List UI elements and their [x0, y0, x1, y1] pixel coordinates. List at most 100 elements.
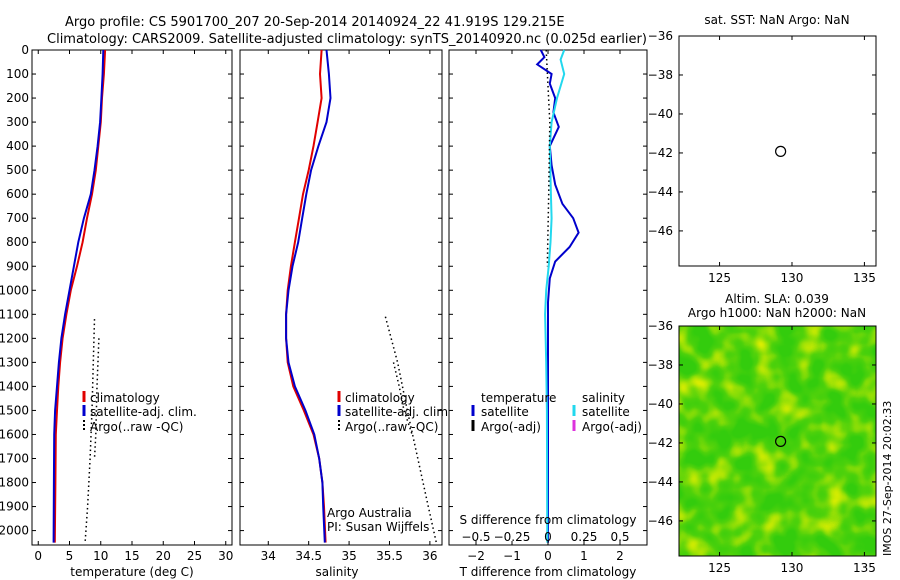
y-tick-label: 1300 [0, 355, 29, 369]
legend-label-t-argo: Argo(-adj) [481, 420, 541, 434]
map-y-tick-label: −42 [648, 436, 673, 450]
map-x-tick-label: 130 [781, 561, 804, 575]
legend-label-climatology: climatology [90, 391, 160, 405]
x-tick-label: 35 [341, 549, 356, 563]
y-tick-label: 200 [6, 91, 29, 105]
y-tick-label: 1100 [0, 307, 29, 321]
map-x-tick-label: 125 [708, 561, 731, 575]
difference-xlabel: T difference from climatology [459, 565, 637, 579]
y-tick-label: 600 [6, 187, 29, 201]
y-tick-label: 1200 [0, 331, 29, 345]
y-tick-label: 1000 [0, 283, 29, 297]
x-tick-label: 2 [616, 549, 624, 563]
float-location-marker [775, 145, 787, 157]
map-x-tick-label: 135 [853, 561, 876, 575]
x-tick-label: 15 [124, 549, 139, 563]
map-y-tick-label: −36 [648, 319, 673, 333]
sst-map-title: sat. SST: NaN Argo: NaN [704, 13, 849, 27]
legend-label-climatology: climatology [345, 391, 415, 405]
x-tick-label: 10 [93, 549, 108, 563]
series-line-1 [52, 49, 105, 543]
series-line-3 [392, 362, 413, 435]
x-tick-label: −2 [467, 549, 485, 563]
y-tick-label: 500 [6, 163, 29, 177]
legend-label-s-satellite: satellite [582, 405, 630, 419]
sla-map-title-line1: Altim. SLA: 0.039 [725, 292, 829, 306]
x-tick-label: 5 [66, 549, 74, 563]
temperature-legend: climatology satellite-adj. clim. Argo(..… [82, 391, 197, 434]
x-tick-label: 0 [544, 549, 552, 563]
salinity-legend: climatology satellite-adj. clim. Argo(..… [337, 391, 452, 434]
y-tick-label: 400 [6, 139, 29, 153]
y-tick-label: 1400 [0, 379, 29, 393]
series-line-0 [535, 49, 580, 543]
float-location-marker [775, 435, 787, 447]
map-y-tick-label: −46 [648, 224, 673, 238]
map-x-tick-label: 125 [708, 271, 731, 285]
difference-legend: temperature satellite Argo(-adj) salinit… [471, 391, 642, 434]
y-tick-label: 800 [6, 235, 29, 249]
y-tick-label: 1900 [0, 500, 29, 514]
temperature-xlabel: temperature (deg C) [70, 565, 193, 579]
map-y-tick-label: −36 [648, 29, 673, 43]
sla-map-title-line2: Argo h1000: NaN h2000: NaN [688, 306, 866, 320]
x-tick-label: 35.5 [376, 549, 403, 563]
series-line-2 [545, 49, 551, 267]
y-tick-label: 1600 [0, 427, 29, 441]
y-tick-label: 100 [6, 67, 29, 81]
x-tick-label: 1 [580, 549, 588, 563]
y-tick-label: 0 [21, 43, 29, 57]
series-line-1 [285, 49, 332, 543]
salinity-axes [239, 49, 443, 546]
series-line-1 [544, 49, 566, 543]
x-tick-label: 30 [218, 549, 233, 563]
map-y-tick-label: −40 [648, 107, 673, 121]
x-tick-label: 34.5 [295, 549, 322, 563]
temperature-axes [31, 49, 233, 546]
legend-label-argo: Argo(..raw -QC) [345, 420, 438, 434]
title-line2: Climatology: CARS2009. Satellite-adjuste… [47, 32, 647, 47]
credit-line1: Argo Australia [327, 506, 412, 520]
map-y-tick-label: −42 [648, 146, 673, 160]
y-tick-label: 300 [6, 115, 29, 129]
credit-line2: PI: Susan Wijffels [327, 520, 429, 534]
legend-label-argo: Argo(..raw -QC) [90, 420, 183, 434]
y-tick-label: 700 [6, 211, 29, 225]
map-y-tick-label: −38 [648, 68, 673, 82]
map-y-tick-label: −38 [648, 358, 673, 372]
title-line1: Argo profile: CS 5901700_207 20-Sep-2014… [65, 15, 565, 30]
sla-map-panel: Altim. SLA: 0.039 Argo h1000: NaN h2000:… [648, 292, 877, 575]
map-x-tick-label: 130 [781, 271, 804, 285]
salinity-panel: 34 34.5 35 35.5 36 salinity climatology sate… [239, 49, 452, 579]
y-tick-label: 900 [6, 259, 29, 273]
x-tick-label: 34 [261, 549, 276, 563]
s-diff-tick-label: 0.5 [610, 530, 629, 544]
sla-map-axes [678, 325, 877, 557]
s-diff-tick-label: 0.25 [571, 530, 598, 544]
side-timestamp: IMOS 27-Sep-2014 20:02:33 [881, 401, 894, 556]
x-tick-label: 36 [422, 549, 437, 563]
legend-label-satellite-adj: satellite-adj. clim. [90, 405, 197, 419]
sst-map-panel: sat. SST: NaN Argo: NaN 125 130 135 −36 −38 −… [648, 13, 877, 285]
difference-panel: −2 −1 0 1 2 −0.5 −0.25 0 0.25 0.5 S difference fr… [448, 49, 648, 579]
temperature-panel: 0 5 10 15 20 25 300100200300400500600700800900… [0, 43, 233, 579]
sst-map-axes [678, 35, 877, 267]
y-tick-label: 1800 [0, 476, 29, 490]
map-x-tick-label: 135 [853, 271, 876, 285]
map-y-tick-label: −46 [648, 514, 673, 528]
y-tick-label: 1700 [0, 451, 29, 465]
x-tick-label: 25 [187, 549, 202, 563]
x-tick-label: 20 [156, 549, 171, 563]
s-diff-tick-label: −0.5 [461, 530, 490, 544]
s-diff-tick-label: −0.25 [494, 530, 531, 544]
legend-label-t-satellite: satellite [481, 405, 529, 419]
difference-top-xlabel: S difference from climatology [460, 513, 637, 527]
x-tick-label: −1 [503, 549, 521, 563]
map-y-tick-label: −44 [648, 185, 673, 199]
legend-label-satellite-adj: satellite-adj. clim. [345, 405, 452, 419]
legend-label-s-argo: Argo(-adj) [582, 420, 642, 434]
salinity-xlabel: salinity [315, 565, 358, 579]
y-tick-label: 1500 [0, 403, 29, 417]
y-tick-label: 2000 [0, 524, 29, 538]
